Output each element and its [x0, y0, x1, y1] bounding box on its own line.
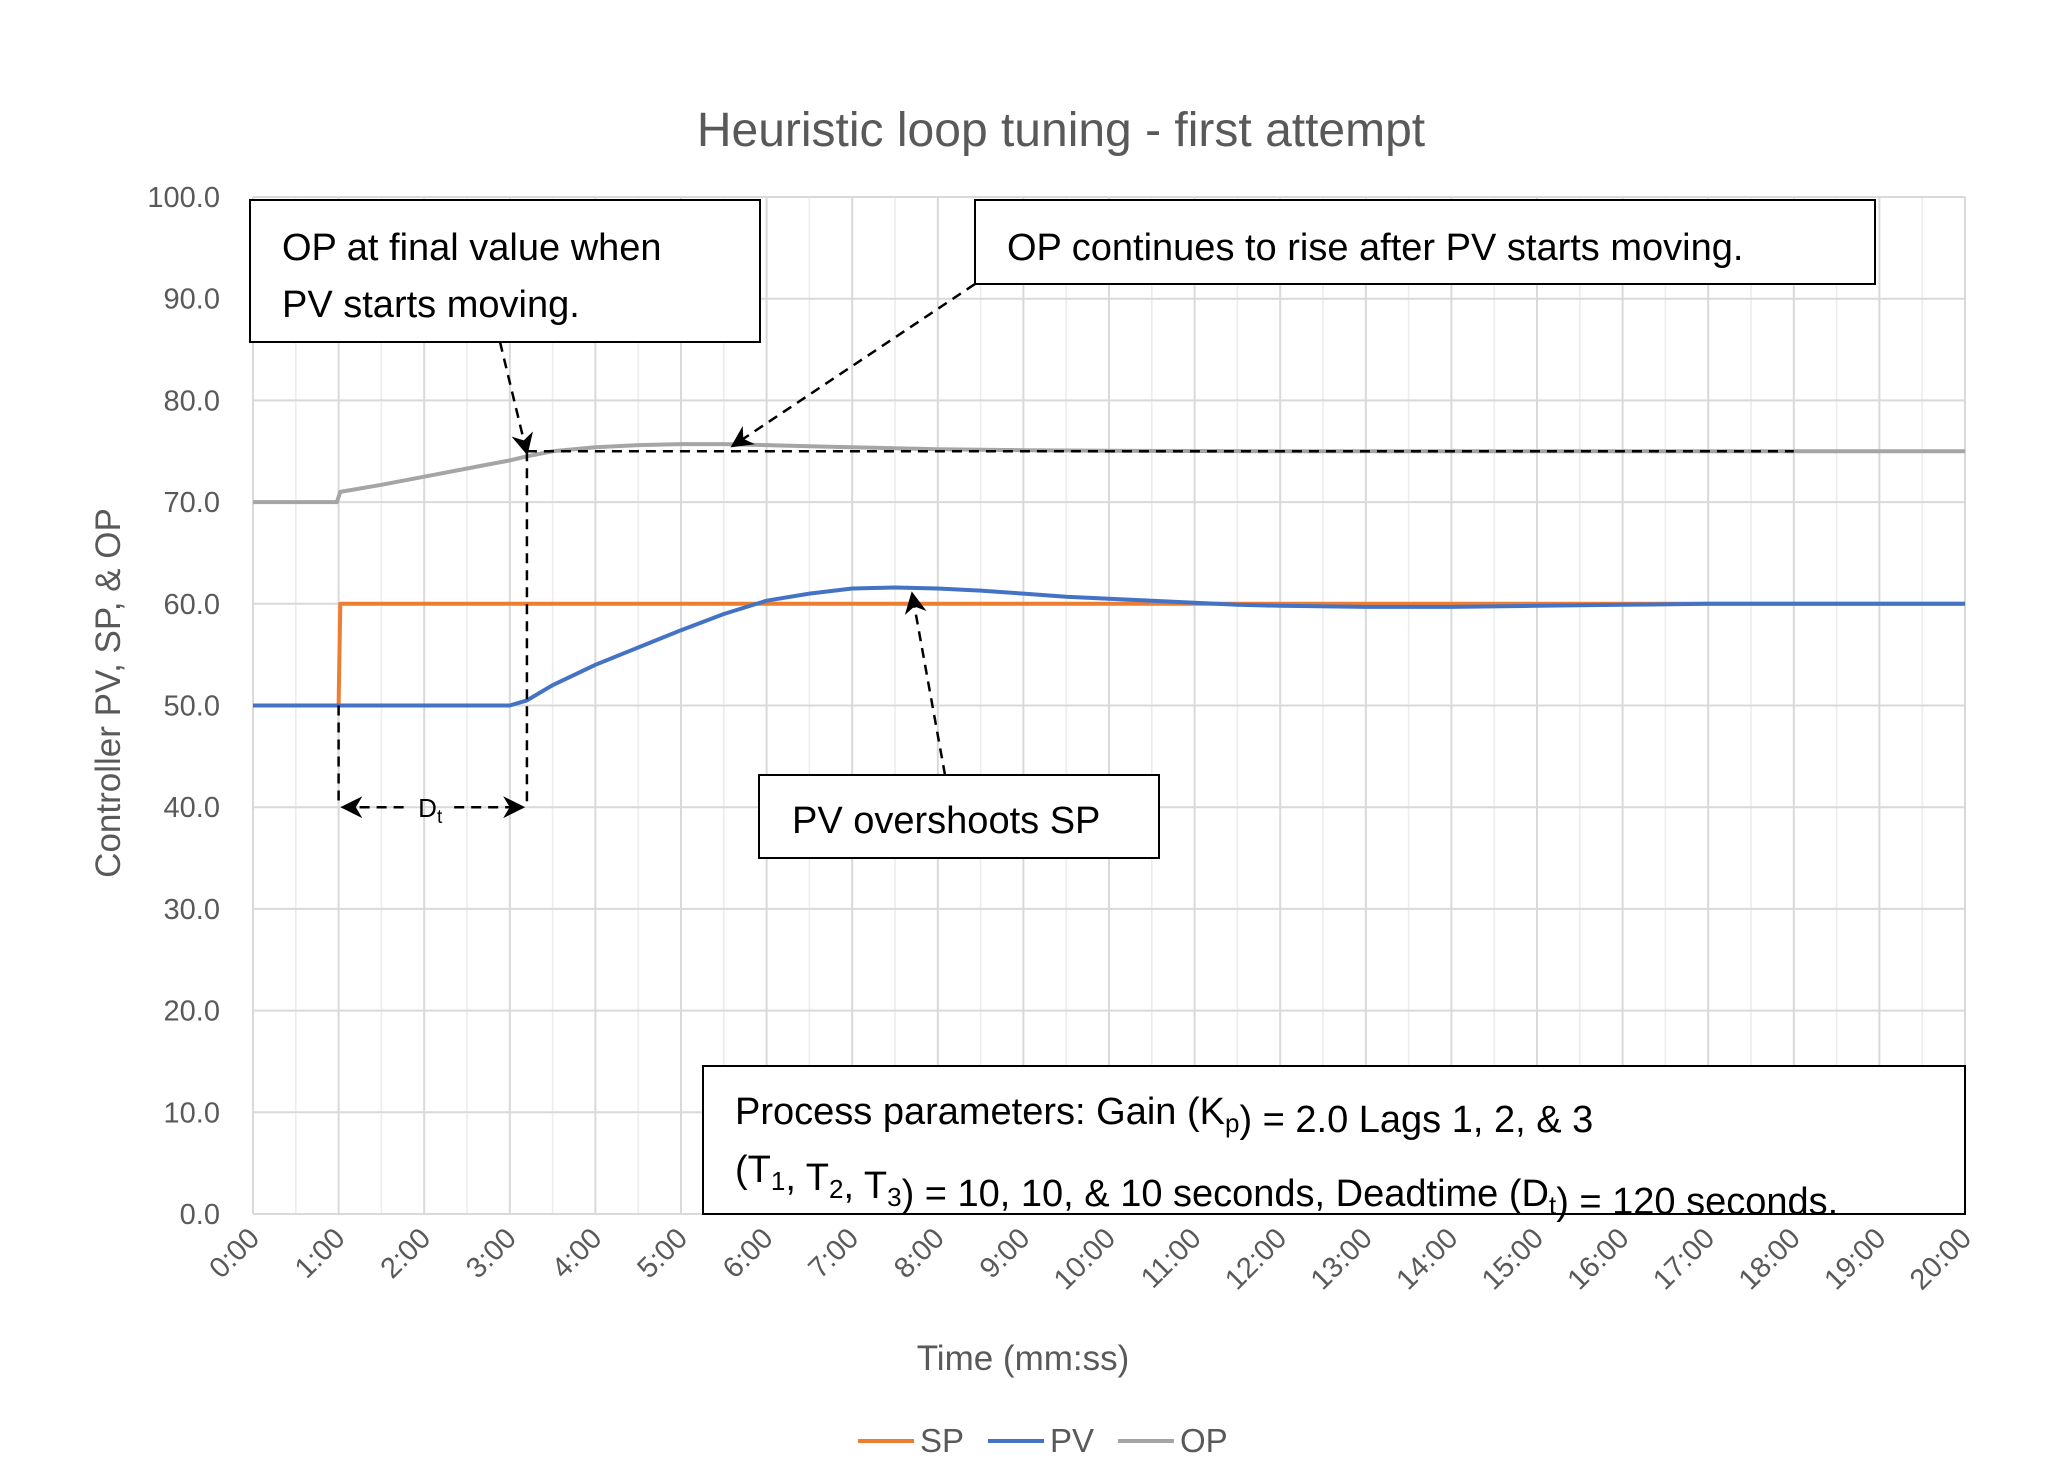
chart-title: Heuristic loop tuning - first attempt: [697, 104, 1425, 157]
legend-label-sp: SP: [920, 1422, 964, 1459]
y-tick-label: 0.0: [180, 1199, 220, 1231]
y-tick-label: 90.0: [164, 284, 220, 316]
series-line-pv: [253, 585, 1965, 708]
annotation-text: OP continues to rise after PV starts mov…: [1007, 227, 1743, 269]
y-tick-label: 60.0: [164, 589, 220, 621]
y-axis-title: Controller PV, SP, & OP: [89, 508, 128, 878]
y-tick-label: 10.0: [164, 1097, 220, 1129]
annotation-box: [974, 199, 1876, 285]
annotation-arrow: [730, 282, 976, 448]
y-tick-label: 100.0: [147, 182, 220, 214]
legend-label-pv: PV: [1050, 1422, 1094, 1459]
y-tick-label: 20.0: [164, 996, 220, 1028]
annotation-box: [758, 774, 1160, 859]
annotation-dashes: Dt: [337, 282, 1794, 828]
annotation-arrow: [498, 341, 533, 456]
y-tick-label: 30.0: [164, 894, 220, 926]
annotation-text: PV overshoots SP: [792, 800, 1100, 842]
annotation-box: [702, 1065, 1966, 1215]
series-line-op: [253, 442, 1965, 505]
y-tick-label: 80.0: [164, 385, 220, 417]
annotation-boxes: OP at final value when PV starts moving. O…: [249, 199, 1966, 1223]
x-axis-title: Time (mm:ss): [917, 1339, 1130, 1378]
y-tick-label: 50.0: [164, 691, 220, 723]
annotation-box: [249, 199, 761, 343]
annotation-arrow: [904, 591, 947, 776]
y-tick-label: 40.0: [164, 792, 220, 824]
annotation-text: (T1, T2, T3) = 10, 10, & 10 seconds, Dea…: [735, 1149, 1838, 1223]
deadtime-label: Dt: [418, 793, 443, 828]
legend: SP PV OP: [858, 1422, 1228, 1459]
y-tick-label: 70.0: [164, 487, 220, 519]
annotation-text: OP at final value when: [282, 227, 662, 269]
legend-label-op: OP: [1180, 1422, 1228, 1459]
y-axis-ticks: 0.0 10.0 20.0 30.0 40.0 50.0 60.0 70.0 80.0 90.0 1…: [147, 182, 220, 1231]
annotation-text: PV starts moving.: [282, 284, 580, 326]
series-group: [253, 442, 1965, 708]
annotation-text: Process parameters: Gain (Kp) = 2.0 Lags…: [735, 1091, 1593, 1141]
